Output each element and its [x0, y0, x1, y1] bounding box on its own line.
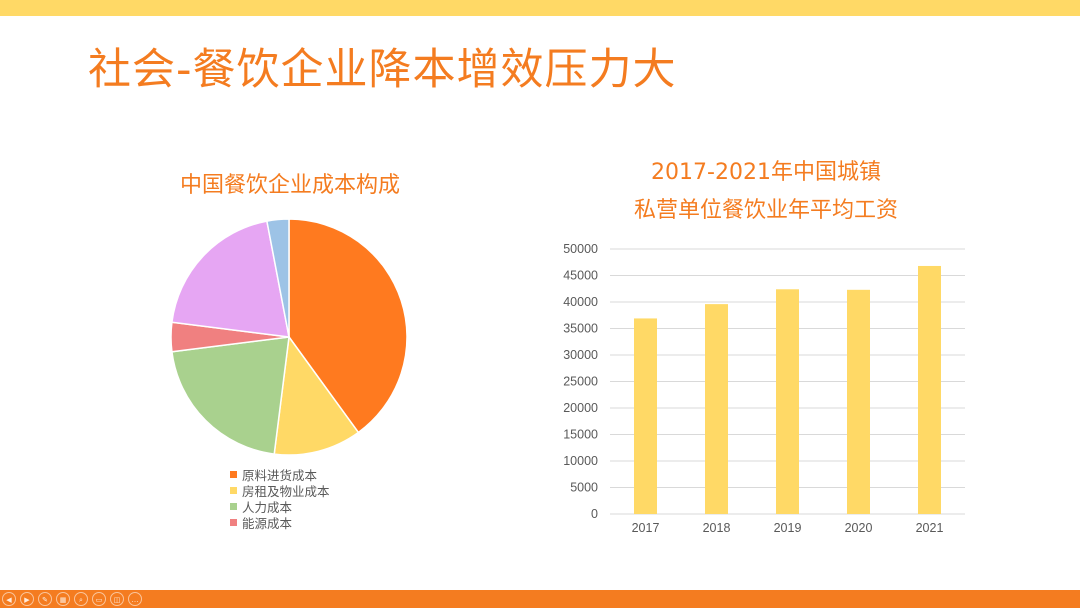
pie-slice-1	[273, 335, 360, 456]
x-tick-label: 2017	[632, 521, 660, 535]
bar-2019	[776, 289, 799, 514]
bar-2018	[705, 304, 728, 514]
pie-slice-2	[171, 336, 290, 455]
next-icon[interactable]: ▶	[20, 592, 34, 606]
x-tick-label: 2019	[774, 521, 802, 535]
pie-slice-5	[266, 218, 290, 338]
bottom-accent-bar	[0, 590, 1080, 608]
pie-slice-4	[171, 220, 290, 338]
legend-swatch	[230, 518, 237, 526]
more-icon[interactable]: …	[128, 592, 142, 606]
camera-icon[interactable]: ◫	[110, 592, 124, 606]
bar-2021	[918, 265, 941, 514]
subtitles-icon[interactable]: ▭	[92, 592, 106, 606]
legend-item: 房租及物业成本	[230, 482, 330, 499]
bar-chart-title-line-1: 2017-2021年中国城镇	[651, 160, 881, 185]
x-tick-label: 2021	[916, 521, 944, 535]
legend-item: 能源成本	[230, 514, 330, 531]
y-tick-label: 45000	[563, 269, 598, 283]
top-accent-bar	[0, 0, 1080, 16]
legend-label: 房租及物业成本	[242, 483, 330, 499]
y-tick-label: 10000	[563, 454, 598, 468]
bar-chart-title: 2017-2021年中国城镇 私营单位餐饮业年平均工资	[566, 154, 966, 230]
y-tick-label: 25000	[563, 375, 598, 389]
zoom-icon[interactable]: ⌕	[74, 592, 88, 606]
bar-2020	[847, 289, 870, 514]
legend-swatch	[230, 502, 237, 510]
bar-chart: 0 5000 10000 15000 20000 25000 30000 35000 40000…	[563, 242, 965, 535]
bar-2017	[634, 318, 657, 514]
presentation-toolbar: ◀ ▶ ✎ ▦ ⌕ ▭ ◫ …	[2, 590, 142, 608]
legend-item: 人力成本	[230, 498, 330, 515]
legend-label: 能源成本	[242, 515, 293, 531]
y-tick-label: 5000	[570, 481, 598, 495]
slides-icon[interactable]: ▦	[56, 592, 70, 606]
x-tick-label: 2018	[703, 521, 731, 535]
y-tick-label: 30000	[563, 348, 598, 362]
legend-label: 原料进货成本	[242, 467, 318, 483]
y-tick-label: 35000	[563, 322, 598, 336]
bar-chart-title-line-2: 私营单位餐饮业年平均工资	[633, 198, 898, 223]
y-tick-label: 0	[591, 507, 598, 521]
legend-item: 原料进货成本	[230, 466, 330, 483]
pie-legend: 原料进货成本 房租及物业成本 人力成本 能源成本	[230, 466, 330, 531]
page-title: 社会-餐饮企业降本增效压力大	[88, 45, 677, 95]
pie-slice-0	[288, 218, 408, 434]
legend-label: 人力成本	[242, 499, 293, 515]
legend-swatch	[230, 486, 237, 494]
y-tick-label: 20000	[563, 401, 598, 415]
legend-swatch	[230, 470, 237, 478]
y-tick-label: 50000	[563, 242, 598, 256]
y-tick-label: 15000	[563, 428, 598, 442]
y-tick-label: 40000	[563, 295, 598, 309]
pie-chart-title: 中国餐饮企业成本构成	[179, 173, 400, 198]
pen-icon[interactable]: ✎	[38, 592, 52, 606]
x-tick-label: 2020	[845, 521, 873, 535]
pie-chart	[170, 218, 408, 456]
prev-icon[interactable]: ◀	[2, 592, 16, 606]
